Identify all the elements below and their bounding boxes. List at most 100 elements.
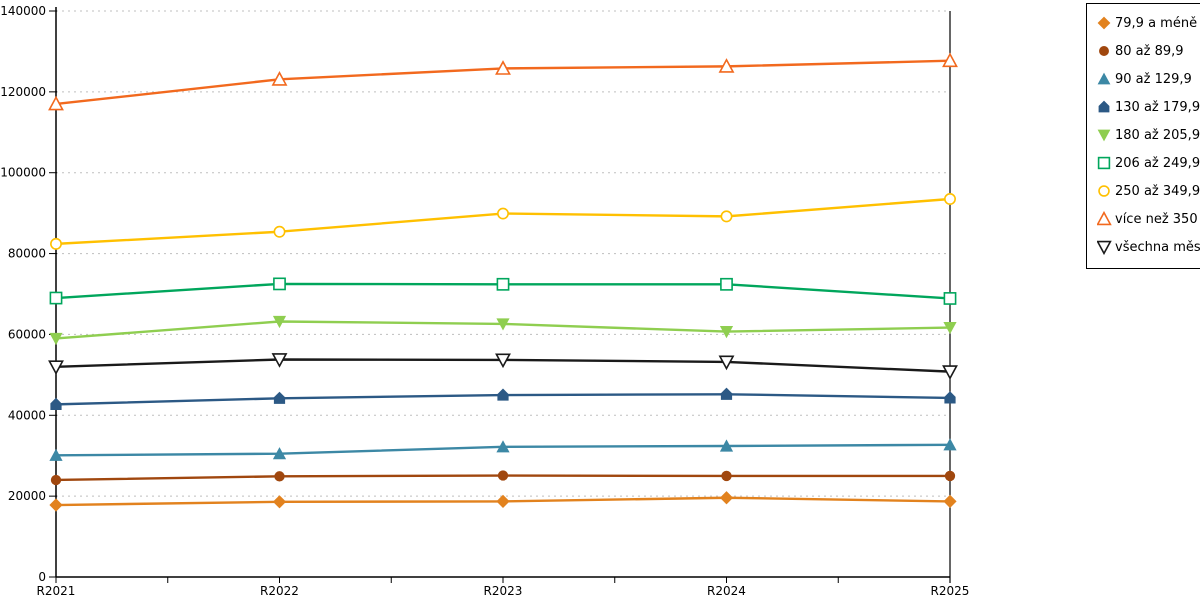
circle-marker [1098,185,1110,197]
legend-label: 250 až 349,9 [1115,183,1200,199]
diamond-marker [496,494,510,508]
legend-label: všechna města [1115,239,1200,255]
legend-label: více než 350 [1115,211,1198,227]
triangle-up-marker [49,448,63,461]
diamond-marker [272,495,287,509]
legend-item-2: 90 až 129,9 [1097,65,1200,93]
legend-item-0: 79,9 a méně [1097,9,1200,37]
series-markers-3 [50,387,956,410]
circle-marker [720,210,733,223]
pentagon-marker [1098,100,1110,113]
x-tick-label: R2024 [707,584,746,598]
legend-label: 206 až 249,9 [1115,155,1200,171]
circle-marker [274,471,285,482]
circle-icon [1098,185,1110,197]
pentagon-marker [944,391,956,404]
legend-label: 130 až 179,9 [1115,99,1200,115]
triangle-down-marker [1097,129,1111,142]
legend-item-8: všechna města [1097,233,1200,261]
legend-item-7: více než 350 [1097,205,1200,233]
triangle-down-icon [1097,240,1112,255]
triangle-down-marker [49,332,63,346]
triangle-up-marker [942,52,958,68]
series-markers-5 [49,277,957,305]
triangle-up-marker [719,439,734,452]
circle-marker [50,237,62,250]
series-markers-7 [48,52,958,111]
y-tick-label: 40000 [8,408,46,422]
y-tick-label: 20000 [8,489,46,503]
diamond-marker [943,494,957,508]
y-tick-label: 140000 [0,4,46,18]
diamond-marker [49,498,63,512]
triangle-up-icon [1097,72,1111,85]
square-marker [943,292,957,305]
x-tick-label: R2025 [931,584,970,598]
circle-marker [497,207,509,220]
legend-item-6: 250 až 349,9 [1097,177,1200,205]
triangle-up-marker [1097,211,1112,226]
square-marker [49,291,63,305]
triangle-down-marker [495,353,511,369]
line-path [55,197,951,246]
circle-marker [273,225,286,238]
series-markers-0 [49,491,957,512]
y-tick-label: 80000 [8,247,46,261]
circle-marker [944,470,956,482]
square-marker [273,277,286,291]
circle-marker [1099,46,1109,56]
triangle-down-marker [271,353,288,368]
triangle-down-marker [719,325,734,339]
series-line-6 [55,197,951,246]
triangle-up-icon [1097,211,1112,226]
diamond-icon [1097,16,1111,30]
triangle-down-marker [272,315,287,329]
legend-label: 80 až 89,9 [1115,43,1184,59]
y-tick-label: 60000 [8,327,46,341]
square-marker [720,277,733,291]
triangle-down-icon [1097,129,1111,142]
triangle-down-marker [942,365,958,380]
diamond-marker [719,491,734,505]
circle-marker [944,193,956,205]
circle-marker [50,474,62,486]
x-tick-label: R2022 [260,584,299,598]
circle-marker [497,470,509,481]
triangle-down-marker [1097,240,1112,255]
x-tick-label: R2021 [37,584,76,598]
series-markers-1 [50,470,956,486]
legend: 79,9 a méně 80 až 89,9 90 až 129,9 130 až 1… [1086,3,1200,269]
square-marker [496,277,510,291]
pentagon-icon [1098,100,1110,113]
triangle-down-marker [943,321,957,335]
y-tick-label: 0 [38,570,46,584]
square-marker [1097,156,1111,170]
triangle-up-marker [48,95,64,111]
series-markers-2 [49,438,957,461]
legend-item-5: 206 až 249,9 [1097,149,1200,177]
legend-label: 90 až 129,9 [1115,71,1192,87]
legend-item-3: 130 až 179,9 [1097,93,1200,121]
pentagon-marker [50,397,62,410]
y-tick-label: 100000 [0,166,46,180]
triangle-up-marker [718,58,735,73]
triangle-down-marker [718,355,735,371]
pentagon-marker [720,387,733,400]
square-icon [1097,156,1111,170]
x-tick-label: R2023 [484,584,523,598]
pentagon-marker [273,391,286,404]
y-tick-label: 120000 [0,85,46,99]
circle-icon [1099,46,1109,56]
triangle-down-marker [496,318,510,331]
triangle-up-marker [943,438,957,451]
legend-item-1: 80 až 89,9 [1097,37,1200,65]
triangle-up-marker [271,71,288,86]
triangle-up-marker [1097,72,1111,85]
series-markers-4 [49,315,957,346]
triangle-up-marker [495,60,511,75]
circle-marker [721,470,732,482]
pentagon-marker [497,388,509,401]
series-markers-8 [48,353,958,380]
